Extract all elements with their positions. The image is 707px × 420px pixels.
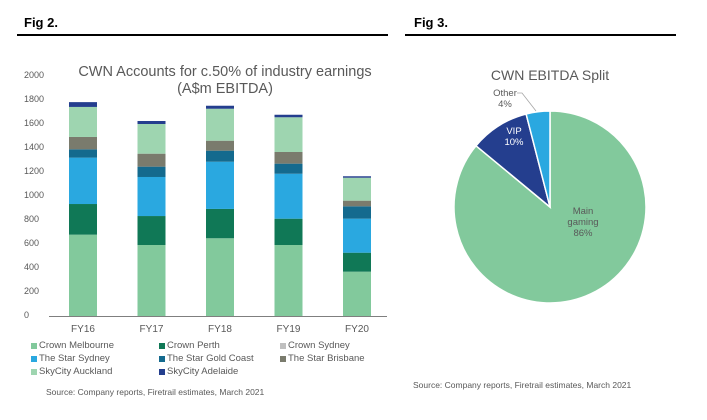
bar-segment-skycity-auckland-fy16 bbox=[69, 106, 97, 137]
bar-segment-skycity-adelaide-fy18 bbox=[206, 105, 234, 109]
bar-segment-the-star-brisbane-fy17 bbox=[137, 153, 166, 167]
pie-label-line: gaming bbox=[567, 217, 598, 228]
legend-label: Crown Sydney bbox=[288, 340, 350, 351]
legend-label: The Star Gold Coast bbox=[167, 353, 254, 364]
legend-label: The Star Brisbane bbox=[288, 353, 365, 364]
bar-chart-subtitle: (A$m EBITDA) bbox=[177, 81, 273, 97]
bar-chart-title: CWN Accounts for c.50% of industry earni… bbox=[70, 64, 380, 98]
fig-3-divider bbox=[405, 34, 676, 36]
bar-segment-crown-perth-fy19 bbox=[274, 218, 303, 245]
pie-label-vip: VIP 10% bbox=[504, 126, 524, 148]
pie-slice-other bbox=[525, 110, 551, 208]
bar-chart-title-line1: CWN Accounts for c.50% of industry earni… bbox=[78, 64, 372, 80]
bar-segment-crown-melbourne-fy16 bbox=[69, 234, 97, 316]
legend-item-skycity-adelaide: SkyCity Adelaide bbox=[159, 366, 238, 377]
legend-swatch bbox=[31, 368, 37, 375]
bar-segment-the-star-gold-coast-fy19 bbox=[274, 163, 303, 174]
y-tick-label: 2000 bbox=[24, 69, 45, 80]
bar-segment-skycity-auckland-fy20 bbox=[343, 177, 371, 201]
legend-item-the-star-sydney: The Star Sydney bbox=[31, 353, 110, 364]
x-tick-label: FY19 bbox=[276, 324, 301, 335]
y-tick-label: 1600 bbox=[24, 117, 45, 128]
bar-segment-crown-melbourne-fy19 bbox=[274, 244, 303, 316]
bar-segment-the-star-brisbane-fy18 bbox=[206, 140, 234, 151]
pie-label-line: Other bbox=[493, 88, 517, 99]
legend-swatch bbox=[31, 342, 37, 349]
bar-segment-the-star-sydney-fy18 bbox=[206, 161, 234, 209]
bar-segment-skycity-adelaide-fy17 bbox=[137, 120, 166, 125]
legend-label: Crown Melbourne bbox=[39, 340, 114, 351]
bar-segment-the-star-gold-coast-fy16 bbox=[69, 149, 97, 158]
pie-label-main-gaming: Main gaming 86% bbox=[567, 206, 598, 239]
bar-segment-crown-perth-fy16 bbox=[69, 204, 97, 235]
fig-2-source: Source: Company reports, Firetrail estim… bbox=[46, 387, 265, 397]
bar-segment-crown-perth-fy17 bbox=[137, 216, 166, 245]
pie-label-line: Main bbox=[573, 206, 594, 217]
x-tick-label: FY17 bbox=[139, 324, 164, 335]
pie-slice-main-gaming bbox=[453, 110, 647, 304]
pie-label-line: 10% bbox=[504, 137, 524, 148]
bar-segment-skycity-auckland-fy17 bbox=[137, 124, 166, 154]
pie-slice-vip bbox=[474, 113, 552, 210]
pie-leader-line-other bbox=[517, 92, 537, 112]
bar-segment-skycity-auckland-fy18 bbox=[206, 108, 234, 141]
y-tick-label: 1400 bbox=[24, 141, 45, 152]
legend-label: The Star Sydney bbox=[39, 353, 110, 364]
pie-label-other: Other 4% bbox=[493, 88, 517, 110]
legend-label: Crown Perth bbox=[167, 340, 220, 351]
bar-segment-the-star-gold-coast-fy17 bbox=[137, 166, 166, 177]
fig-2-divider bbox=[17, 34, 388, 36]
bar-segment-the-star-sydney-fy19 bbox=[274, 173, 303, 219]
legend-swatch bbox=[280, 355, 286, 362]
legend-item-the-star-brisbane: The Star Brisbane bbox=[280, 353, 365, 364]
bar-segment-the-star-sydney-fy20 bbox=[343, 218, 371, 253]
bar-segment-crown-melbourne-fy17 bbox=[137, 244, 166, 316]
legend-item-crown-melbourne: Crown Melbourne bbox=[31, 340, 114, 351]
bar-segment-the-star-sydney-fy16 bbox=[69, 157, 97, 205]
fig-2-label: Fig 2. bbox=[24, 15, 58, 30]
bar-segment-the-star-gold-coast-fy18 bbox=[206, 150, 234, 162]
bar-segment-crown-melbourne-fy20 bbox=[343, 271, 371, 316]
x-tick-label: FY16 bbox=[71, 324, 95, 335]
pie-label-line: VIP bbox=[506, 126, 521, 137]
bar-segment-the-star-gold-coast-fy20 bbox=[343, 206, 371, 219]
bar-segment-skycity-adelaide-fy20 bbox=[343, 176, 371, 178]
bar-segment-the-star-brisbane-fy20 bbox=[343, 200, 371, 207]
pie-chart-title: CWN EBITDA Split bbox=[490, 67, 610, 83]
legend-item-crown-perth: Crown Perth bbox=[159, 340, 220, 351]
y-tick-label: 1200 bbox=[24, 165, 45, 176]
bar-segment-skycity-adelaide-fy19 bbox=[274, 114, 303, 118]
legend-label: SkyCity Adelaide bbox=[167, 366, 239, 377]
legend-swatch bbox=[280, 342, 286, 349]
y-tick-label: 800 bbox=[24, 213, 40, 224]
x-tick-label: FY20 bbox=[345, 324, 369, 335]
legend-item-skycity-auckland: SkyCity Auckland bbox=[31, 366, 112, 377]
y-tick-label: 1000 bbox=[24, 189, 45, 200]
x-tick-label: FY18 bbox=[208, 324, 232, 335]
fig-3-label: Fig 3. bbox=[414, 15, 448, 30]
legend-item-crown-sydney: Crown Sydney bbox=[280, 340, 350, 351]
legend-swatch bbox=[159, 368, 165, 375]
bar-segment-the-star-brisbane-fy19 bbox=[274, 151, 303, 164]
y-tick-label: 600 bbox=[24, 237, 40, 248]
legend-swatch bbox=[159, 355, 165, 362]
legend-swatch bbox=[31, 355, 37, 362]
pie-label-line: 86% bbox=[573, 228, 593, 239]
bar-segment-crown-melbourne-fy18 bbox=[206, 238, 234, 316]
legend-swatch bbox=[159, 342, 165, 349]
bar-segment-the-star-brisbane-fy16 bbox=[69, 136, 97, 150]
y-tick-label: 400 bbox=[24, 261, 40, 272]
bar-segment-skycity-auckland-fy19 bbox=[274, 117, 303, 152]
fig-3-source: Source: Company reports, Firetrail estim… bbox=[413, 380, 632, 390]
bar-segment-skycity-adelaide-fy16 bbox=[69, 102, 97, 107]
y-tick-label: 0 bbox=[24, 310, 30, 320]
y-tick-label: 200 bbox=[24, 285, 40, 296]
bar-segment-crown-perth-fy20 bbox=[343, 252, 371, 272]
y-tick-label: 1800 bbox=[24, 93, 45, 104]
legend-item-the-star-gold-coast: The Star Gold Coast bbox=[159, 353, 254, 364]
legend-label: SkyCity Auckland bbox=[39, 366, 113, 377]
pie-label-line: 4% bbox=[498, 99, 512, 110]
bar-segment-crown-perth-fy18 bbox=[206, 208, 234, 239]
bar-segment-the-star-sydney-fy17 bbox=[137, 176, 166, 217]
